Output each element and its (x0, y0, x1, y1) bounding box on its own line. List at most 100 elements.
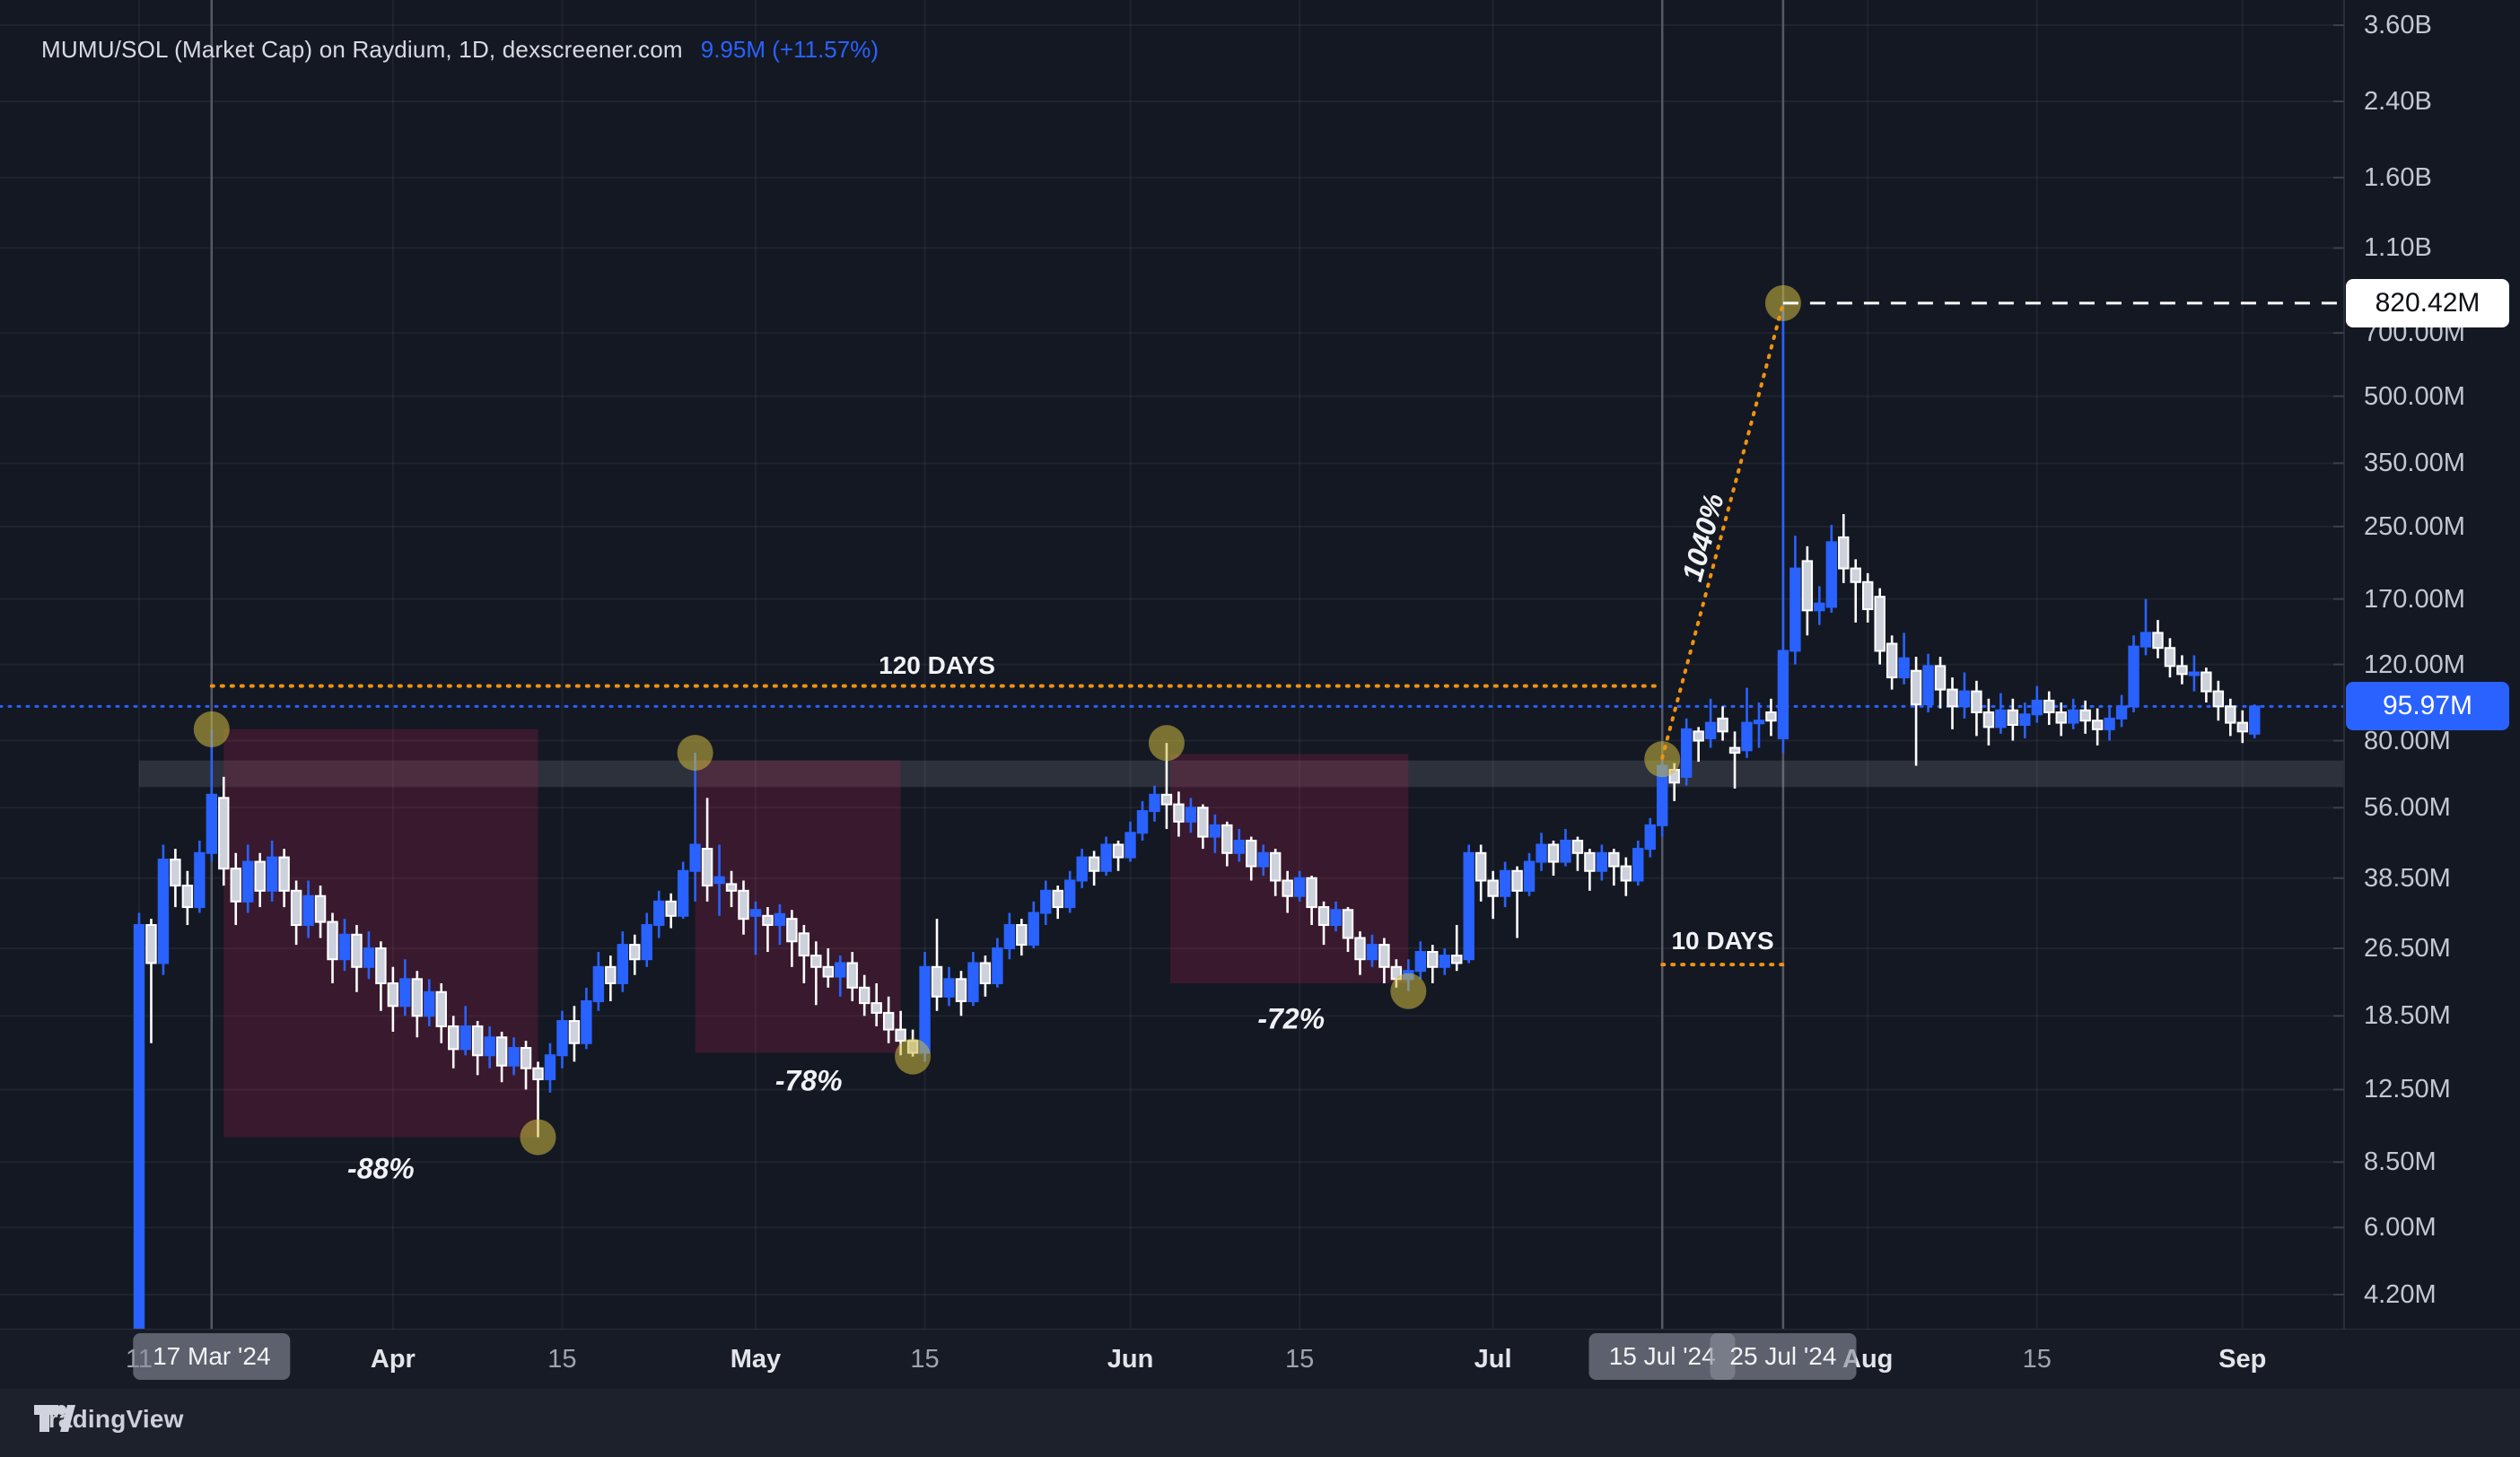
candle (1704, 698, 1717, 748)
price-axis-label[interactable]: 500.00M (2364, 381, 2465, 411)
symbol-title[interactable]: MUMU/SOL (Market Cap) on Raydium, 1D, de… (41, 36, 683, 63)
price-axis-label[interactable]: 170.00M (2364, 584, 2465, 614)
candle (846, 952, 858, 1001)
time-axis-label[interactable]: Sep (2218, 1345, 2267, 1374)
price-axis-label[interactable]: 12.50M (2364, 1075, 2451, 1104)
marker-circle[interactable] (677, 735, 713, 772)
candle (931, 919, 943, 1011)
candle (133, 912, 145, 1330)
candle (1947, 677, 1958, 729)
candle (1487, 870, 1499, 920)
candles-layer (133, 302, 2261, 1330)
marker-circle[interactable] (1390, 973, 1427, 1009)
gain-trend-line[interactable] (1660, 301, 1785, 760)
candle (157, 844, 170, 975)
price-axis-label[interactable]: 56.00M (2364, 793, 2451, 823)
candle (1016, 919, 1028, 956)
price-axis-label[interactable]: 350.00M (2364, 449, 2465, 478)
candle (1741, 687, 1753, 758)
candle (375, 941, 387, 1011)
candle (859, 974, 871, 1016)
candle (2068, 698, 2079, 729)
candle (1088, 851, 1100, 886)
candle (2007, 698, 2019, 741)
candle (1282, 870, 1293, 913)
candle (1934, 657, 1947, 709)
candle (1124, 821, 1136, 862)
candle (290, 880, 302, 946)
candle (1269, 849, 1282, 896)
time-axis-strip[interactable] (0, 1330, 2520, 1389)
time-axis-label[interactable]: Jun (1107, 1345, 1154, 1374)
time-axis-label[interactable]: 15 (547, 1345, 577, 1374)
candle (1378, 938, 1390, 984)
candle (689, 753, 701, 902)
high-price-badge: 820.42M (2346, 278, 2509, 327)
candle (170, 849, 181, 908)
date-marker-badge[interactable]: 25 Jul '24 (1710, 1333, 1857, 1380)
price-axis-label[interactable]: 26.50M (2364, 934, 2451, 964)
symbol-header[interactable]: MUMU/SOL (Market Cap) on Raydium, 1D, de… (41, 36, 879, 64)
candle (1560, 829, 1571, 867)
candle (1221, 821, 1233, 867)
price-axis-label[interactable]: 4.20M (2364, 1279, 2437, 1309)
drawdown-percent-label: -88% (347, 1152, 415, 1185)
candle (1354, 931, 1366, 975)
time-axis-label[interactable]: May (730, 1345, 782, 1374)
candle (2225, 698, 2236, 737)
candle (1693, 727, 1704, 763)
time-axis-label[interactable]: 15 (910, 1345, 940, 1374)
candle (629, 934, 641, 975)
candle (882, 996, 895, 1043)
candle (1838, 514, 1850, 583)
candle (979, 955, 992, 997)
candle (1257, 844, 1269, 877)
candle (1632, 840, 1644, 886)
candle (1499, 861, 1511, 908)
price-axis-label[interactable]: 1.60B (2364, 162, 2432, 192)
marker-circle[interactable] (193, 711, 230, 747)
price-axis-label[interactable]: 18.50M (2364, 1001, 2451, 1031)
candle (1173, 791, 1185, 837)
time-axis-label[interactable]: 15 (2022, 1345, 2052, 1374)
measurement-label: 120 DAYS (879, 651, 995, 680)
candle (2091, 708, 2104, 746)
candle (1584, 849, 1596, 891)
last-price-badge: 95.97M (2346, 682, 2509, 731)
marker-circle[interactable] (895, 1038, 932, 1075)
time-axis-label[interactable]: Jul (1474, 1345, 1512, 1374)
candle (1608, 849, 1620, 886)
candle (665, 893, 677, 929)
price-axis-label[interactable]: 80.00M (2364, 726, 2451, 755)
candle (544, 1043, 556, 1093)
time-axis-label[interactable]: Apr (370, 1345, 416, 1374)
plot-area (0, 0, 2344, 1330)
date-marker-badge[interactable]: 17 Mar '24 (133, 1333, 291, 1380)
price-axis-label[interactable]: 120.00M (2364, 650, 2465, 679)
marker-circle[interactable] (1148, 725, 1185, 762)
price-axis-label[interactable]: 8.50M (2364, 1147, 2437, 1177)
candle (1197, 804, 1209, 850)
candle (592, 952, 605, 1011)
marker-circle[interactable] (520, 1119, 556, 1156)
candle (835, 955, 846, 997)
price-axis-label[interactable]: 1.10B (2364, 233, 2432, 263)
candle (1293, 870, 1306, 902)
price-axis-label[interactable]: 2.40B (2364, 86, 2432, 116)
candle (448, 1016, 459, 1069)
candle (1185, 798, 1197, 833)
candle (411, 971, 424, 1038)
price-axis-label[interactable]: 250.00M (2364, 511, 2465, 541)
candle (1971, 680, 1982, 737)
price-axis-label[interactable]: 6.00M (2364, 1213, 2437, 1243)
tradingview-attribution[interactable]: TradingView (34, 1405, 184, 1434)
candle (1536, 833, 1547, 871)
candle (327, 912, 338, 984)
candle (1511, 866, 1523, 938)
candle (484, 1025, 495, 1069)
candle (314, 886, 327, 938)
price-axis-label[interactable]: 38.50M (2364, 863, 2451, 893)
time-axis-label[interactable]: 15 (1284, 1345, 1315, 1374)
price-axis-label[interactable]: 3.60B (2364, 11, 2432, 40)
